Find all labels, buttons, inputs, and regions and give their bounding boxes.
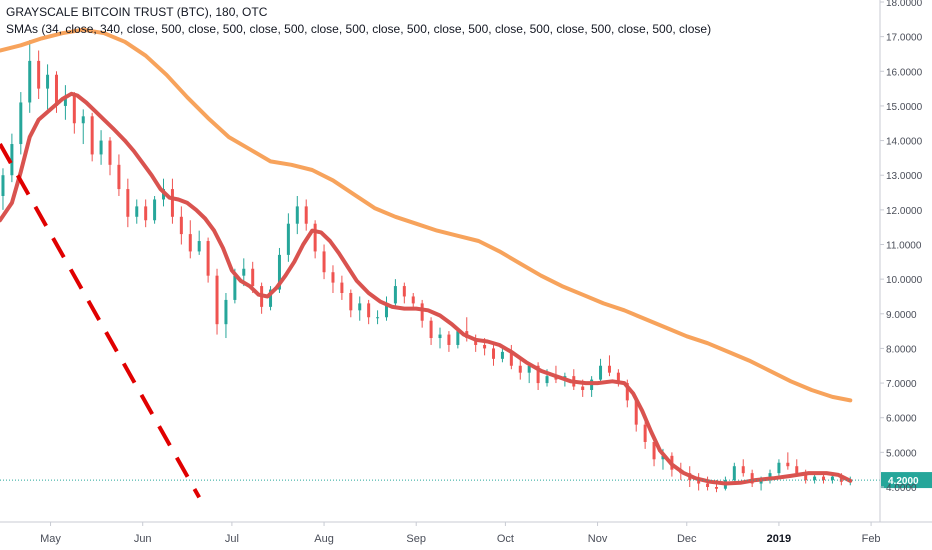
candle [518,358,522,380]
candle [500,348,504,363]
sma-fast-line [0,91,853,486]
candle [652,438,656,467]
x-tick-label: Feb [862,533,881,545]
candle [81,109,85,145]
candle [206,237,210,283]
x-tick-label: May [40,533,61,545]
candle [429,317,433,345]
candle [72,92,76,134]
y-tick-label: 5.0000 [886,448,917,459]
x-tick-label: Sep [406,533,426,545]
x-tick-label: Aug [314,533,334,545]
candle [286,213,290,262]
candle [367,299,371,325]
candle [99,130,103,165]
candle [19,92,23,155]
candle [269,286,273,311]
candle [384,296,388,321]
candle [607,355,611,377]
candle [358,296,362,321]
candle [331,265,335,293]
candle [46,64,50,110]
candle [420,299,424,328]
candle [10,133,14,183]
candle [224,293,228,339]
candle [590,376,594,397]
y-axis[interactable]: 4.0000 5.0000 6.0000 7.0000 8.0000 9.0000 10.0… [0,0,932,523]
candle [90,112,94,162]
candle [126,178,130,228]
y-tick-label: 12.0000 [886,206,923,217]
candle [438,327,442,349]
candle [509,344,513,370]
candle [349,289,353,318]
y-tick-label: 10.0000 [886,275,923,286]
last-price-label: 4.2000 [888,476,919,487]
candle [153,196,157,224]
y-tick-label: 18.0000 [886,0,923,9]
candle [376,310,380,325]
candle [215,268,219,335]
y-tick-label: 11.0000 [886,241,922,252]
candle [750,469,754,487]
candle [170,178,174,224]
y-tick-label: 13.0000 [886,171,923,182]
y-tick-label: 6.0000 [886,414,917,425]
candle [741,459,745,477]
candle [63,85,67,120]
last-price-label-bg [881,472,932,489]
candle [393,279,397,307]
candle [447,331,451,352]
x-tick-label: Nov [588,533,608,545]
candle [313,220,317,259]
y-tick-label: 8.0000 [886,344,917,355]
candle [706,476,710,491]
candle [402,282,406,304]
candle [28,40,32,113]
candle [322,244,326,280]
candle [37,50,41,99]
y-tick-label: 15.0000 [886,102,923,113]
x-tick-label: Dec [677,533,697,545]
candle [1,168,5,210]
y-tick-label: 7.0000 [886,379,917,390]
x-tick-label: Jun [134,533,152,545]
candle [197,230,201,255]
y-tick-label: 9.0000 [886,310,917,321]
candle [492,344,496,366]
y-tick-label: 17.0000 [886,33,923,44]
candle [117,154,121,196]
x-tick-label: Jul [225,533,239,545]
x-tick-label: 2019 [767,533,791,545]
y-tick-label: 16.0000 [886,67,923,78]
candle [643,421,647,449]
candle [295,196,299,235]
candle [786,452,790,470]
x-axis[interactable]: May Jun Jul Aug Sep Oct Nov Dec 2019 Feb [40,522,881,545]
candle [179,206,183,245]
last-price-line-group: 4.2000 [0,472,932,489]
candle [777,459,781,477]
y-tick-label: 4.0000 [886,483,917,494]
candle [144,199,148,228]
candle [188,220,192,259]
candle [340,275,344,300]
candle [108,137,112,176]
candle [599,358,603,384]
candle-layer [1,40,852,493]
series-layer [0,27,853,499]
y-tick-label: 14.0000 [886,137,923,148]
candle [260,282,264,314]
trendline[interactable] [0,143,201,499]
candle [304,199,308,231]
sma-slow-line [0,27,853,403]
candle [697,473,701,491]
x-tick-label: Oct [497,533,514,545]
candle [732,462,736,484]
candle [135,199,139,224]
